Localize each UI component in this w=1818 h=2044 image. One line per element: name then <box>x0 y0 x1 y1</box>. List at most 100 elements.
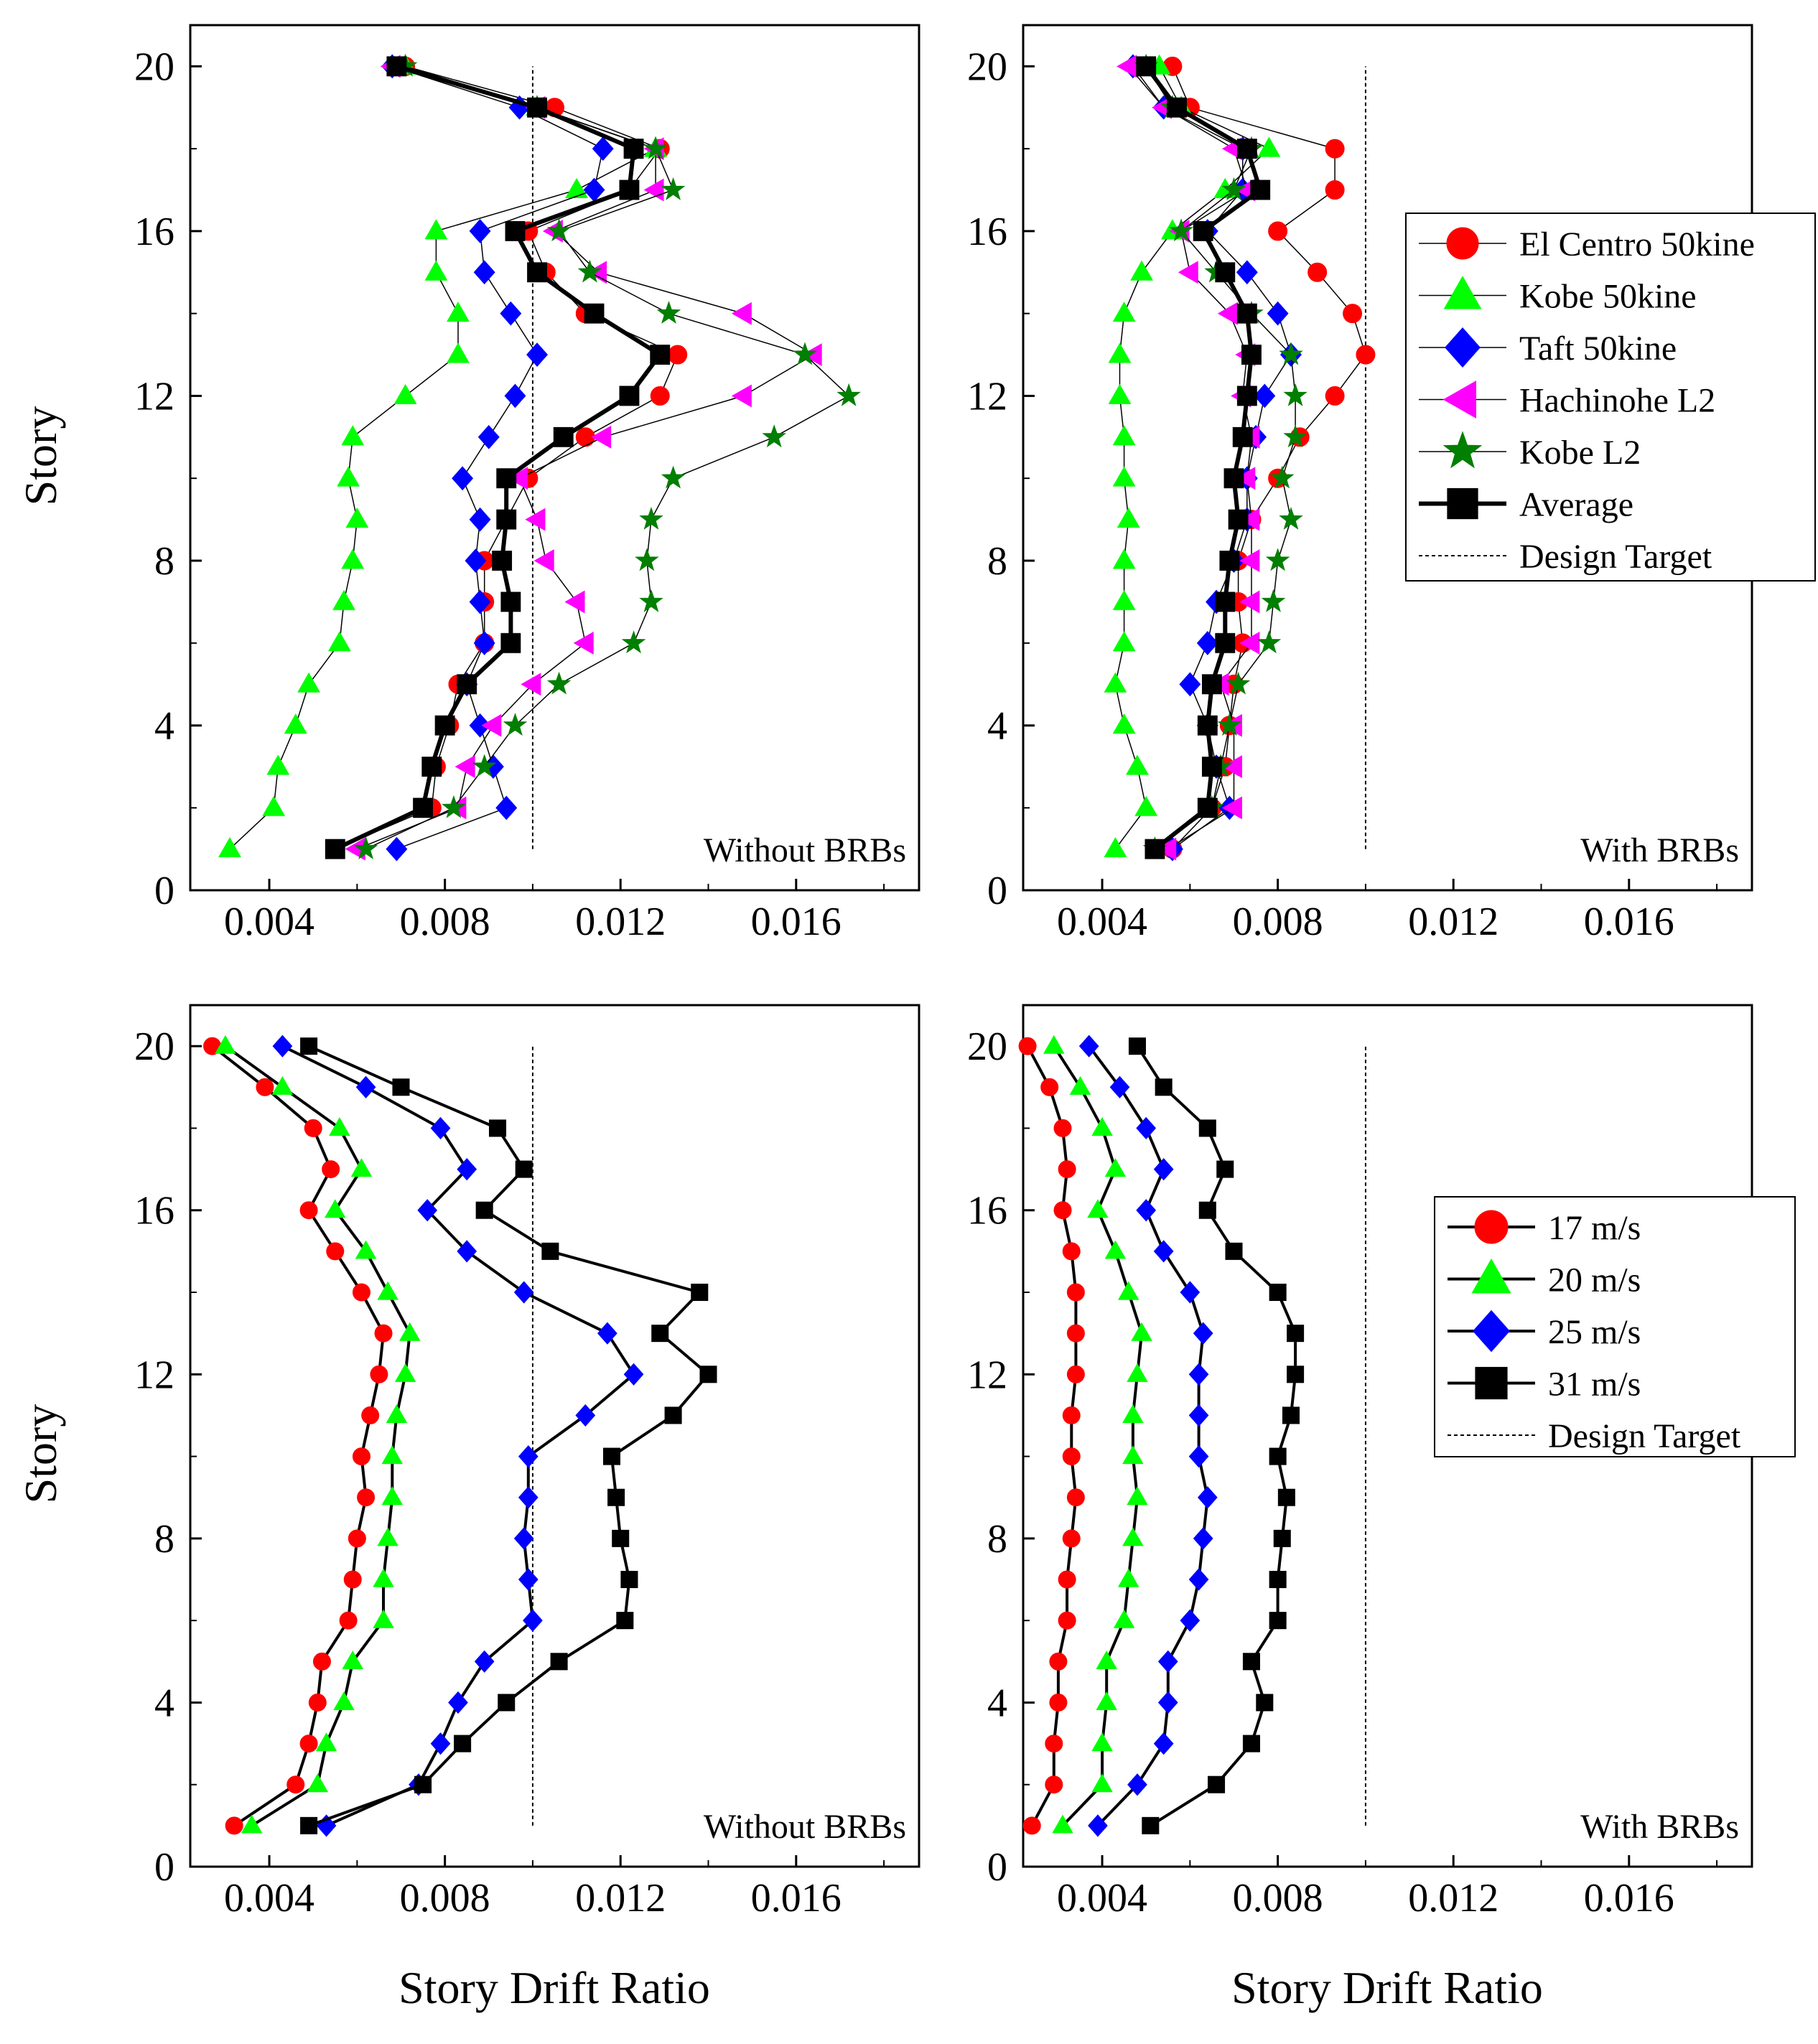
data-point <box>457 1240 477 1263</box>
data-point <box>1112 466 1136 487</box>
data-point <box>1215 262 1236 283</box>
data-point <box>504 383 526 409</box>
data-point <box>1282 1406 1300 1424</box>
x-tick-label: 0.016 <box>751 900 842 944</box>
data-point <box>620 1570 638 1589</box>
data-point <box>1267 301 1289 326</box>
data-point <box>1091 1773 1113 1793</box>
x-tick-label: 0.004 <box>1057 900 1147 944</box>
x-axis-title-left: Story Drift Ratio <box>398 1962 710 2013</box>
data-point <box>325 839 345 859</box>
panel-annotation: With BRBs <box>1580 831 1739 869</box>
legend-label: 20 m/s <box>1548 1261 1641 1299</box>
data-point <box>656 300 681 324</box>
data-point <box>623 1363 644 1386</box>
legend-entry: Kobe L2 <box>1419 431 1641 472</box>
y-tick-label: 8 <box>154 539 174 584</box>
series-31-m-s <box>1128 1037 1305 1834</box>
data-point <box>1052 1814 1073 1834</box>
data-point <box>577 259 602 283</box>
data-point <box>343 1570 362 1589</box>
plot-frame <box>189 1004 920 1868</box>
data-point <box>801 343 822 366</box>
data-point <box>381 1445 404 1465</box>
data-point <box>1219 551 1240 571</box>
data-point <box>421 756 442 777</box>
data-point <box>1155 1078 1173 1096</box>
data-point <box>398 1322 421 1341</box>
data-point <box>1108 383 1132 404</box>
series-taft-50kine <box>1122 54 1302 862</box>
data-point <box>1178 261 1198 284</box>
legend-entry: Hachinohe L2 <box>1419 381 1715 420</box>
legend-label: 31 m/s <box>1548 1366 1641 1404</box>
data-point <box>639 506 663 530</box>
y-tick-label: 0 <box>987 1845 1007 1890</box>
data-point <box>1169 218 1193 242</box>
data-point <box>1122 1527 1144 1546</box>
legend-label: Kobe L2 <box>1519 434 1641 472</box>
data-point <box>1239 590 1260 614</box>
y-tick-label: 4 <box>987 704 1007 748</box>
data-point <box>518 1445 539 1468</box>
data-point <box>1198 1201 1216 1219</box>
data-point <box>1096 1691 1117 1711</box>
data-point <box>350 1158 373 1177</box>
x-tick-label: 0.012 <box>575 1876 666 1921</box>
data-point <box>326 1242 345 1261</box>
data-point <box>1269 1283 1287 1302</box>
data-point <box>619 386 640 406</box>
data-point <box>1117 55 1137 78</box>
data-point <box>1215 592 1236 612</box>
legend-marker <box>1442 381 1476 419</box>
data-point <box>1117 507 1140 528</box>
data-point <box>454 1735 472 1753</box>
data-point <box>1239 508 1260 531</box>
data-point <box>1235 467 1256 490</box>
data-point <box>1239 549 1260 572</box>
legend-entry: 20 m/s <box>1448 1258 1641 1299</box>
data-point <box>564 590 585 614</box>
data-point <box>500 633 521 653</box>
series-kobe-l2 <box>1134 53 1307 859</box>
data-point <box>1236 260 1258 285</box>
data-point <box>546 671 572 695</box>
y-tick-label: 16 <box>967 1189 1007 1233</box>
y-tick-label: 4 <box>154 1681 174 1725</box>
legend-entry: Average <box>1419 486 1633 524</box>
legend-marker <box>1446 227 1479 260</box>
data-point <box>457 674 477 695</box>
x-tick-label: 0.016 <box>1584 900 1674 944</box>
data-point <box>584 303 605 324</box>
series-taft-50kine <box>381 54 614 862</box>
data-point <box>333 1691 355 1711</box>
y-tick-label: 16 <box>134 210 174 254</box>
legend-entry: Kobe 50kine <box>1419 276 1697 316</box>
data-point <box>417 1199 438 1222</box>
data-point <box>731 384 752 408</box>
data-point <box>1112 589 1136 610</box>
data-point <box>1223 468 1244 489</box>
data-point <box>256 1078 274 1096</box>
data-point <box>498 1694 516 1712</box>
data-point <box>1022 1816 1041 1835</box>
data-point <box>386 1404 408 1424</box>
legend-label: Kobe 50kine <box>1519 278 1697 316</box>
data-point <box>300 1037 318 1055</box>
series-31-m-s <box>300 1037 717 1834</box>
data-point <box>322 1160 340 1179</box>
data-point <box>1325 386 1345 406</box>
legend: El Centro 50kine Kobe 50kine Taft 50kine Ha… <box>1405 213 1816 582</box>
data-point <box>1128 1037 1146 1055</box>
data-point <box>469 507 491 532</box>
data-point <box>1307 262 1328 282</box>
data-point <box>793 342 817 365</box>
data-point <box>643 136 668 159</box>
data-point <box>550 1653 568 1671</box>
data-point <box>286 1775 305 1794</box>
legend-marker <box>1447 487 1478 520</box>
data-point <box>1325 180 1345 200</box>
data-point <box>541 1242 559 1260</box>
panel-bottom-right: 0.004 0.008 0.012 0.016 0 4 8 12 16 20 With BRBs 17… <box>967 1004 1796 1921</box>
data-point <box>1053 1201 1072 1220</box>
